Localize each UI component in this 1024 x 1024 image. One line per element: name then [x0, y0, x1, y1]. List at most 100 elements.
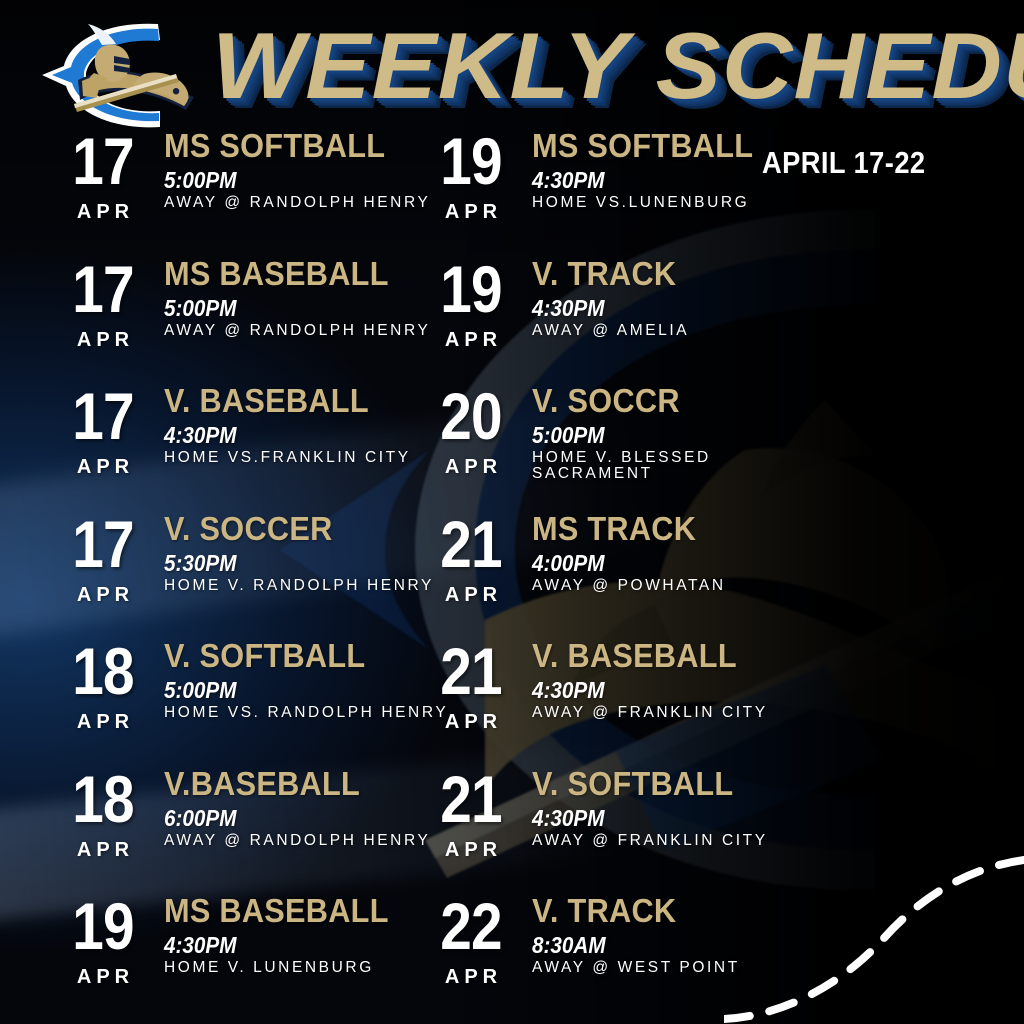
entry-day: 19	[440, 251, 502, 326]
entry-date: 22 APR	[428, 889, 514, 988]
entry-sport: V. BASEBALL	[164, 382, 369, 419]
entry-sport: V. SOFTBALL	[164, 637, 366, 674]
schedule-entry[interactable]: 17 APR V. SOCCER 5:30PM HOME V. RANDOLPH HEN…	[60, 506, 482, 641]
entry-location: AWAY @ WEST POINT	[532, 959, 740, 976]
schedule-entry[interactable]: 18 APR V. SOFTBALL 5:00PM HOME VS. RANDOLPH …	[60, 634, 482, 768]
entry-date: 17 APR	[60, 124, 146, 223]
entry-day: 18	[72, 634, 134, 708]
entry-time: 5:00PM	[164, 677, 237, 703]
entry-sport: V. TRACK	[532, 892, 677, 929]
entry-info: V. TRACK 8:30AM AWAY @ WEST POINT	[532, 893, 850, 976]
entry-date: 19 APR	[428, 251, 514, 351]
entry-time: 6:00PM	[164, 804, 237, 831]
entry-time: 5:00PM	[164, 167, 237, 193]
entry-time: 4:30PM	[532, 294, 605, 321]
entry-date: 19 APR	[428, 128, 514, 223]
entry-sport: V. BASEBALL	[532, 637, 737, 674]
entry-day: 17	[72, 251, 134, 326]
schedule-entry[interactable]: 20 APR V. SOCCR 5:00PM HOME V. BLESSED SACRA…	[428, 379, 850, 513]
entry-month: APR	[444, 201, 503, 223]
schedule-column-left: 17 APR MS SOFTBALL 5:00PM AWAY @ RANDOLPH HE…	[60, 124, 482, 1023]
entry-month: APR	[76, 711, 135, 733]
entry-month: APR	[444, 456, 503, 478]
entry-time: 4:30PM	[532, 677, 605, 703]
entry-month: APR	[76, 583, 135, 606]
entry-time: 4:00PM	[532, 549, 605, 576]
schedule-entry[interactable]: 17 APR V. BASEBALL 4:30PM HOME VS.FRANKLIN C…	[60, 379, 482, 513]
entry-day: 17	[72, 124, 134, 198]
entry-location: AWAY @ POWHATAN	[532, 576, 726, 594]
schedule-entry[interactable]: 21 APR MS TRACK 4:00PM AWAY @ POWHATAN	[428, 506, 850, 641]
schedule-entry[interactable]: 22 APR V. TRACK 8:30AM AWAY @ WEST POINT	[428, 889, 850, 1023]
date-range-label: APRIL 17-22	[762, 145, 926, 180]
schedule-entry[interactable]: 21 APR V. SOFTBALL 4:30PM AWAY @ FRANKLIN CI…	[428, 761, 850, 896]
entry-time: 5:30PM	[164, 549, 237, 576]
entry-location: HOME VS.FRANKLIN CITY	[164, 449, 411, 466]
entry-info: V. TRACK 4:30PM AWAY @ AMELIA	[532, 255, 850, 339]
entry-day: 21	[440, 634, 502, 708]
cavalier-knight-logo-icon	[42, 23, 194, 128]
entry-info: MS TRACK 4:00PM AWAY @ POWHATAN	[532, 510, 850, 594]
entry-day: 18	[72, 761, 134, 836]
entry-month: APR	[444, 711, 503, 733]
entry-day: 17	[72, 506, 134, 581]
entry-location: HOME V. BLESSED SACRAMENT	[532, 449, 711, 482]
background-right-shade	[464, 0, 1024, 1024]
entry-info: V. BASEBALL 4:30PM HOME VS.FRANKLIN CITY	[164, 383, 482, 466]
entry-month: APR	[444, 838, 503, 861]
entry-sport: MS BASEBALL	[164, 254, 389, 292]
entry-info: V.BASEBALL 6:00PM AWAY @ RANDOLPH HENRY	[164, 765, 482, 849]
entry-date: 21 APR	[428, 506, 514, 606]
entry-location: HOME VS. RANDOLPH HENRY	[164, 704, 449, 721]
entry-location: HOME V. LUNENBURG	[164, 959, 374, 976]
entry-day: 19	[72, 889, 134, 963]
entry-date: 18 APR	[60, 634, 146, 733]
poster-header: WEEKLY SCHEDULE APRIL 17-22	[0, 0, 1024, 180]
entry-location: AWAY @ RANDOLPH HENRY	[164, 194, 431, 211]
entry-sport: MS SOFTBALL	[532, 127, 754, 164]
entry-location: AWAY @ AMELIA	[532, 321, 690, 339]
entry-sport: MS BASEBALL	[164, 892, 389, 929]
entry-day: 21	[440, 761, 502, 836]
entry-month: APR	[76, 456, 135, 478]
entry-info: V. SOCCR 5:00PM HOME V. BLESSED SACRAMENT	[532, 383, 850, 482]
entry-info: V. SOFTBALL 4:30PM AWAY @ FRANKLIN CITY	[532, 764, 850, 849]
entry-location: HOME V. RANDOLPH HENRY	[164, 576, 434, 594]
schedule-entry[interactable]: 17 APR MS BASEBALL 5:00PM AWAY @ RANDOLPH HE…	[60, 251, 482, 386]
schedule-entry[interactable]: 19 APR V. TRACK 4:30PM AWAY @ AMELIA	[428, 251, 850, 386]
entry-month: APR	[444, 966, 503, 988]
entry-month: APR	[444, 328, 503, 351]
schedule-entry[interactable]: 19 APR MS BASEBALL 4:30PM HOME V. LUNENBURG	[60, 889, 480, 1023]
background-left-glow	[0, 250, 460, 950]
entry-day: 21	[440, 506, 502, 581]
entry-day: 20	[440, 379, 502, 453]
entry-info: V. SOFTBALL 5:00PM HOME VS. RANDOLPH HENRY	[164, 638, 482, 721]
entry-month: APR	[76, 328, 135, 351]
entry-info: MS BASEBALL 5:00PM AWAY @ RANDOLPH HENRY	[164, 254, 482, 339]
entry-sport: V. SOCCR	[532, 382, 680, 419]
entry-time: 4:30PM	[164, 422, 237, 448]
schedule-entry[interactable]: 17 APR MS SOFTBALL 5:00PM AWAY @ RANDOLPH HE…	[60, 124, 480, 258]
entry-info: MS SOFTBALL 4:30PM HOME VS.LUNENBURG	[532, 128, 850, 211]
schedule-entry[interactable]: 18 APR V.BASEBALL 6:00PM AWAY @ RANDOLPH HEN…	[60, 761, 482, 896]
schedule-entry[interactable]: 21 APR V. BASEBALL 4:30PM AWAY @ FRANKLIN CI…	[428, 634, 848, 768]
entry-date: 17 APR	[60, 379, 146, 478]
entry-info: V. SOCCER 5:30PM HOME V. RANDOLPH HENRY	[164, 509, 482, 594]
entry-date: 21 APR	[428, 634, 514, 733]
entry-day: 22	[440, 889, 502, 963]
entry-month: APR	[76, 201, 135, 223]
entry-month: APR	[444, 583, 503, 606]
entry-sport: V. SOCCER	[164, 509, 333, 547]
schedule-column-right: 19 APR MS SOFTBALL 4:30PM HOME VS.LUNENBURG 1…	[428, 128, 850, 1023]
schedule-entry[interactable]: 19 APR MS SOFTBALL 4:30PM HOME VS.LUNENBURG	[428, 128, 850, 258]
entry-date: 21 APR	[428, 761, 514, 861]
entry-day: 17	[72, 379, 134, 453]
entry-date: 17 APR	[60, 251, 146, 351]
entry-time: 4:30PM	[532, 804, 605, 831]
entry-time: 5:00PM	[164, 294, 237, 321]
entry-date: 17 APR	[60, 506, 146, 606]
entry-sport: V. SOFTBALL	[532, 764, 734, 802]
entry-month: APR	[76, 838, 135, 861]
entry-time: 8:30AM	[532, 932, 606, 958]
